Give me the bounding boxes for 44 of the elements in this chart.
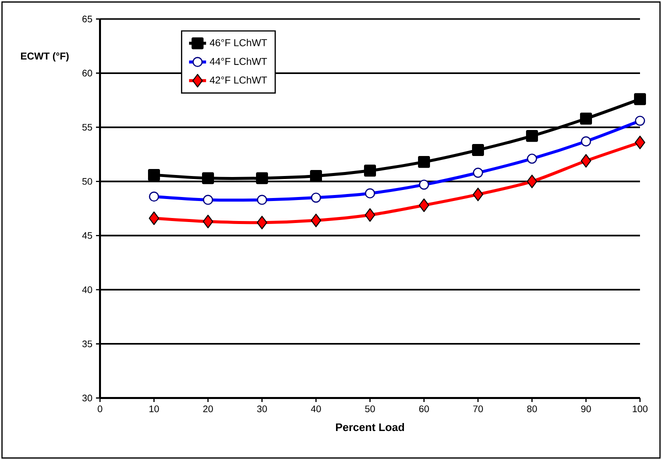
point (634, 93, 646, 106)
point (472, 188, 484, 202)
point (364, 208, 376, 222)
legend-label: 44°F LChWT (210, 58, 268, 65)
point (418, 198, 430, 212)
y-tick-label: 50 (82, 178, 92, 185)
x-tick-label: 100 (632, 406, 648, 412)
x-tick-label: 90 (581, 406, 591, 412)
x-tick-label: 10 (149, 406, 159, 412)
x-tick-label: 50 (365, 406, 375, 412)
x-axis-title: Percent Load (336, 423, 404, 432)
x-tick-label: 20 (203, 406, 213, 412)
y-tick-label: 60 (82, 70, 92, 76)
x-tick-label: 60 (419, 406, 429, 412)
point (580, 112, 592, 125)
point (364, 164, 376, 177)
x-tick-label: 30 (257, 406, 267, 412)
point (634, 136, 646, 150)
point (148, 168, 160, 181)
point (526, 130, 538, 142)
point (256, 216, 268, 230)
legend-label: 46°F LChWT (210, 38, 268, 46)
y-tick-label: 55 (82, 124, 92, 131)
y-tick-label: 30 (82, 394, 92, 402)
point (580, 154, 592, 168)
point (310, 214, 322, 228)
legend-label: 42°F LChWT (210, 76, 268, 84)
x-tick-label: 70 (473, 406, 483, 412)
point (148, 211, 160, 226)
y-tick-label: 45 (82, 232, 92, 239)
point (256, 172, 268, 184)
y-tick-label: 35 (82, 340, 92, 348)
point (472, 144, 484, 156)
x-tick-label: 40 (310, 406, 321, 412)
x-tick-label: 0 (98, 406, 102, 412)
y-axis-title: ECWT (°F) (21, 52, 69, 62)
point (310, 170, 322, 182)
point (202, 214, 214, 228)
y-tick-label: 40 (82, 286, 92, 294)
y-tick-label: 65 (82, 16, 92, 22)
point (526, 174, 538, 188)
point (202, 172, 214, 184)
point (418, 156, 430, 168)
x-tick-label: 80 (527, 406, 537, 412)
